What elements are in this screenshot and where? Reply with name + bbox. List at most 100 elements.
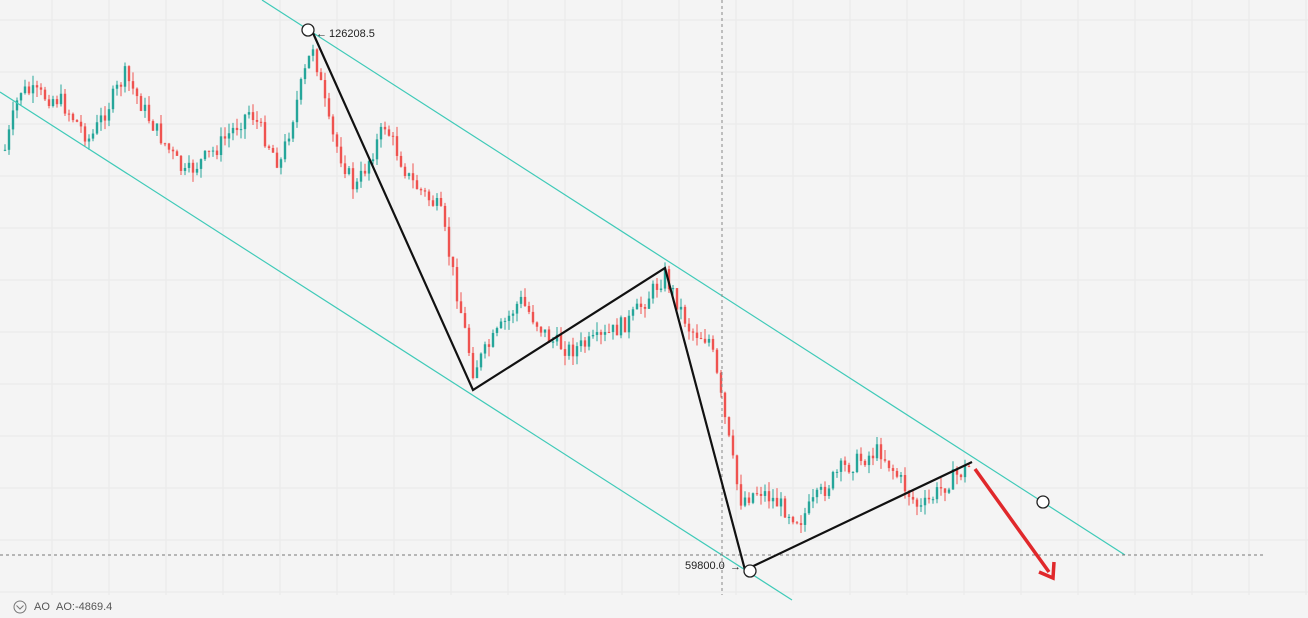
candle-body <box>195 168 199 173</box>
candle-body <box>639 303 643 308</box>
candle-body <box>535 322 539 327</box>
candle-body <box>459 301 463 314</box>
candle-body <box>511 313 515 316</box>
candle-body <box>315 49 319 73</box>
candle-body <box>883 459 887 461</box>
candle-body <box>779 498 783 507</box>
candle-body <box>355 181 359 190</box>
candle-body <box>775 497 779 507</box>
candle-body <box>407 173 411 176</box>
candle-body <box>783 498 787 518</box>
candle-body <box>143 104 147 111</box>
candle-body <box>359 170 363 182</box>
candle-body <box>51 99 55 106</box>
candle-body <box>495 328 499 333</box>
collapse-icon[interactable] <box>13 600 27 614</box>
candle-body <box>247 112 251 115</box>
candle-body <box>235 127 239 131</box>
candle-body <box>895 470 899 477</box>
candle-body <box>159 123 163 144</box>
candle-body <box>911 496 915 500</box>
candle-body <box>63 93 67 114</box>
candle-body <box>679 306 683 310</box>
candle-body <box>571 344 575 357</box>
candle-body <box>427 191 431 201</box>
channel-handle[interactable] <box>1036 495 1050 509</box>
candle-body <box>907 491 911 497</box>
candle-body <box>335 134 339 147</box>
candle-body <box>611 324 615 333</box>
candle-body <box>919 505 923 507</box>
candle-body <box>859 453 863 461</box>
candle-body <box>843 460 847 465</box>
candle-body <box>11 110 15 130</box>
candle-body <box>79 121 83 127</box>
candle-body <box>203 150 207 160</box>
candle-body <box>827 488 831 496</box>
candle-body <box>815 489 819 498</box>
candle-body <box>99 115 103 123</box>
candle-body <box>799 523 803 525</box>
candle-body <box>623 317 627 333</box>
candle-body <box>879 444 883 460</box>
candle-body <box>555 334 559 342</box>
candle-body <box>267 146 271 149</box>
candle-body <box>227 133 231 139</box>
candle-body <box>963 465 967 478</box>
candle-body <box>847 464 851 473</box>
candle-body <box>759 493 763 496</box>
candle-body <box>747 497 751 503</box>
arrow-shaft <box>973 467 1051 574</box>
candle-body <box>367 161 371 174</box>
candle-body <box>803 513 807 525</box>
candle-body <box>791 516 795 523</box>
candle-body <box>111 88 115 110</box>
candle-body <box>607 331 611 333</box>
candle-body <box>635 303 639 310</box>
candle-body <box>67 113 71 115</box>
grid <box>0 0 1308 595</box>
candle-body <box>887 460 891 469</box>
candle-body <box>179 155 183 171</box>
candle-body <box>959 474 963 478</box>
candle-body <box>483 344 487 354</box>
candle-body <box>439 198 443 206</box>
candle-body <box>767 491 771 502</box>
candle-body <box>271 148 275 153</box>
candle-body <box>687 323 691 332</box>
candle-body <box>411 173 415 181</box>
indicator-value: AO:-4869.4 <box>56 601 112 613</box>
candle-body <box>175 151 179 156</box>
candle-body <box>731 435 735 456</box>
candle-body <box>835 471 839 473</box>
pivot-handle[interactable] <box>301 23 315 37</box>
candle-body <box>91 133 95 139</box>
candle-body <box>219 136 223 156</box>
candle-body <box>447 226 451 257</box>
candle-body <box>435 198 439 206</box>
candle-body <box>575 346 579 357</box>
candle-body <box>727 417 731 436</box>
candle-body <box>663 269 667 289</box>
candle-body <box>823 486 827 496</box>
candle-body <box>675 288 679 310</box>
candle-body <box>43 89 47 100</box>
arrow-glyph: ← <box>316 28 327 40</box>
candle-body <box>527 305 531 312</box>
candle-body <box>171 149 175 152</box>
candle-body <box>647 298 651 309</box>
candle-body <box>375 139 379 160</box>
candle-body <box>15 100 19 111</box>
candle-body <box>491 332 495 347</box>
candle-body <box>499 321 503 329</box>
candle-body <box>871 455 875 459</box>
candle-body <box>955 469 959 475</box>
high-label: 126208.5 <box>329 28 375 40</box>
candle-body <box>399 155 403 167</box>
candle-body <box>383 126 387 130</box>
candle-body <box>583 340 587 347</box>
pivot-handle[interactable] <box>743 564 757 578</box>
candle-body <box>23 86 27 94</box>
candle-body <box>319 72 323 81</box>
candle-body <box>423 190 427 192</box>
